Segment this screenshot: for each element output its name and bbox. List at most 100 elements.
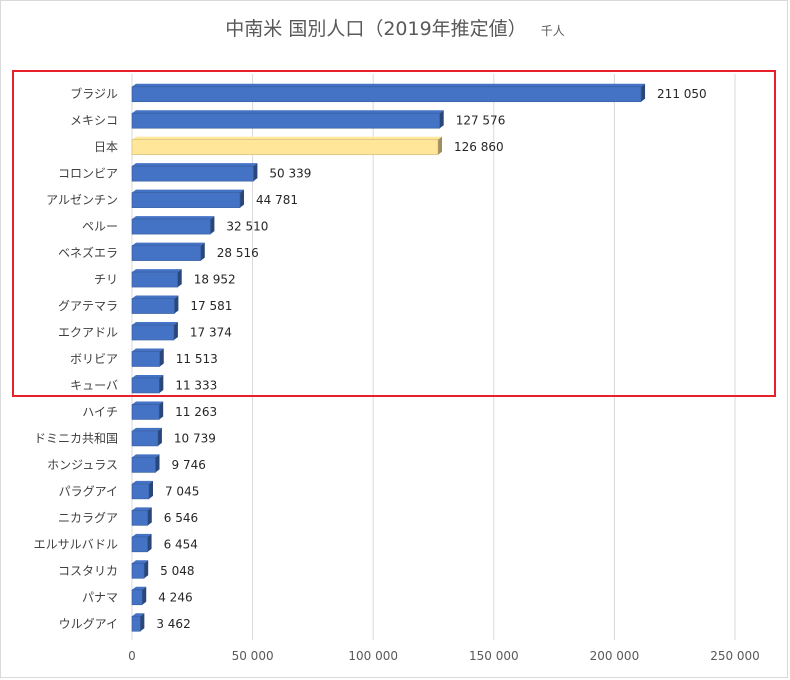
x-tick-label: 100 000	[348, 649, 398, 663]
category-label: チリ	[94, 273, 118, 287]
bar-top-face	[132, 374, 164, 378]
data-label: 5 048	[160, 564, 194, 578]
bar-side-face	[159, 348, 164, 367]
data-label: 7 045	[165, 484, 199, 498]
bar	[131, 457, 156, 473]
bar	[131, 563, 145, 579]
bar-side-face	[210, 216, 215, 235]
data-label: 10 739	[174, 431, 216, 445]
bar-side-face	[641, 83, 646, 102]
x-tick-label: 0	[128, 649, 136, 663]
bar	[131, 271, 179, 288]
bar-top-face	[132, 507, 152, 511]
bar	[131, 536, 148, 553]
category-label: 日本	[94, 140, 118, 154]
data-label: 50 339	[269, 167, 311, 181]
bar-side-face	[200, 242, 205, 261]
category-label: パナマ	[82, 590, 118, 604]
data-label: 44 781	[256, 193, 298, 207]
bar-top-face	[132, 83, 646, 87]
unit-label: 千人	[540, 24, 565, 38]
data-label: 126 860	[454, 140, 504, 154]
bar	[131, 510, 149, 526]
bar-side-face	[437, 136, 442, 155]
bar-top-face	[132, 216, 215, 220]
bar-side-face	[155, 454, 160, 473]
bar-top-face	[132, 454, 160, 458]
bar-top-face	[132, 295, 179, 299]
bar-side-face	[142, 586, 147, 605]
bar-top-face	[132, 242, 205, 246]
category-label: コスタリカ	[58, 564, 118, 578]
category-label: エクアドル	[58, 326, 118, 340]
bar	[131, 245, 202, 261]
category-label: グアテマラ	[58, 299, 118, 313]
bar	[131, 404, 160, 420]
category-label: ペルー	[82, 220, 118, 234]
bar-top-face	[132, 613, 145, 617]
data-label: 9 746	[172, 458, 206, 472]
bar	[131, 351, 161, 367]
bar	[131, 218, 211, 235]
bar-top-face	[132, 110, 444, 114]
bar-top-face	[132, 163, 258, 167]
data-label: 28 516	[217, 246, 259, 260]
category-label: コロンビア	[58, 167, 118, 181]
data-label: 18 952	[194, 273, 236, 287]
bar-side-face	[157, 427, 162, 446]
x-tick-label: 200 000	[590, 649, 640, 663]
data-label: 11 263	[175, 405, 217, 419]
highlight-box	[12, 70, 776, 397]
bar	[131, 298, 175, 314]
bar-top-face	[132, 533, 152, 537]
bar	[131, 430, 159, 447]
data-label: 3 462	[156, 617, 190, 631]
x-tick-label: 150 000	[469, 649, 519, 663]
bar	[131, 165, 254, 182]
bar-side-face	[147, 533, 152, 552]
bar	[131, 112, 441, 129]
bar-top-face	[132, 480, 153, 484]
data-label: 6 454	[164, 537, 198, 551]
category-label: ベネズエラ	[58, 245, 118, 260]
data-label: 127 576	[456, 114, 506, 128]
bar	[131, 615, 141, 632]
bar-top-face	[132, 427, 162, 431]
bar-top-face	[132, 269, 182, 273]
bar-top-face	[132, 348, 164, 352]
category-label: ニカラグア	[58, 511, 118, 525]
category-label: キューバ	[70, 378, 118, 392]
bar	[131, 324, 175, 341]
data-label: 6 546	[164, 511, 198, 525]
bar-side-face	[140, 613, 145, 632]
bar-top-face	[132, 401, 164, 405]
bar-side-face	[240, 189, 245, 208]
bar-side-face	[159, 374, 164, 393]
category-label: パラグアイ	[59, 484, 118, 498]
data-label: 211 050	[657, 87, 707, 101]
bar	[131, 86, 642, 103]
bar-side-face	[147, 507, 152, 526]
bar-side-face	[253, 163, 258, 182]
category-label: ドミニカ共和国	[34, 431, 118, 445]
bar	[131, 483, 150, 500]
bar-side-face	[148, 480, 153, 499]
bar-top-face	[132, 189, 245, 193]
x-tick-label: 50 000	[232, 649, 274, 663]
bar	[131, 192, 241, 208]
bar-top-face	[132, 586, 147, 590]
data-label: 11 513	[176, 352, 218, 366]
bar	[131, 377, 160, 394]
bar-side-face	[174, 295, 179, 314]
bar	[131, 589, 143, 606]
category-label: アルゼンチン	[46, 193, 118, 207]
data-label: 17 581	[190, 299, 232, 313]
category-label: ウルグアイ	[59, 617, 118, 631]
data-label: 32 510	[226, 220, 268, 234]
bar	[131, 139, 439, 155]
data-label: 17 374	[190, 326, 232, 340]
chart-title-row: 中南米 国別人口（2019年推定値） 千人	[0, 14, 790, 41]
bar-side-face	[439, 110, 444, 129]
category-label: ハイチ	[82, 405, 118, 419]
